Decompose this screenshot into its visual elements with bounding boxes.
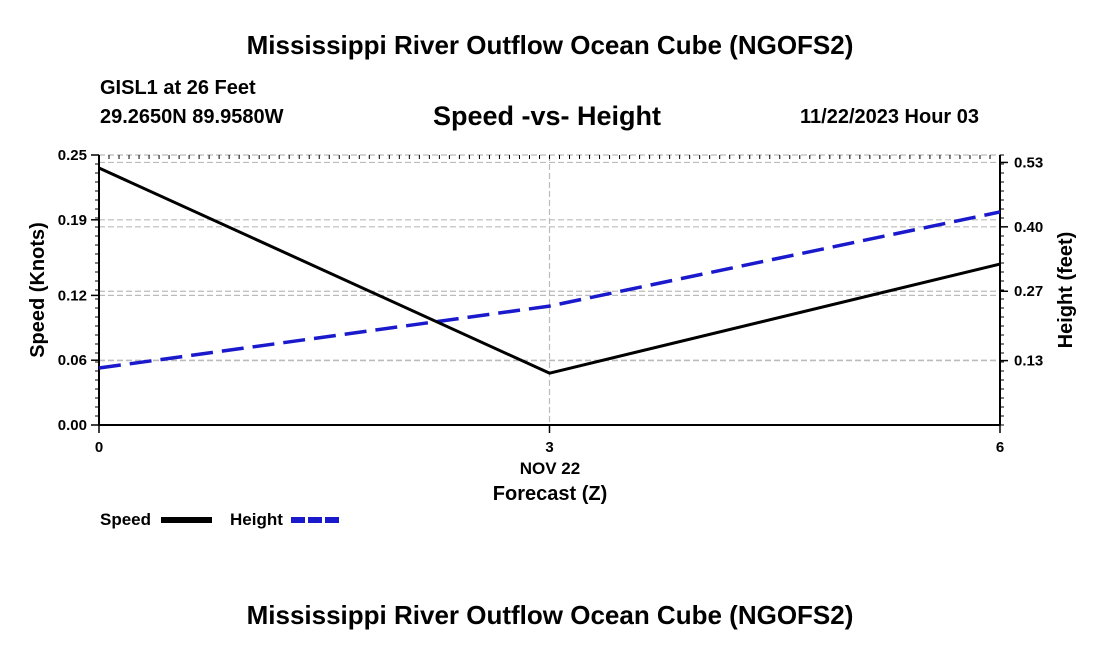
station-label: GISL1 at 26 Feet: [100, 77, 256, 99]
axes: [98, 155, 1001, 426]
y-axis-label-right: Height (feet): [1055, 232, 1077, 349]
y-tick-label-right: 0.13: [1014, 353, 1043, 370]
y-tick-label-left: 0.19: [58, 212, 87, 229]
height-series-line: [98, 210, 1001, 370]
y-tick-label-right: 0.53: [1014, 154, 1043, 171]
y-tick-label-right: 0.27: [1014, 283, 1043, 300]
datetime-label: 11/22/2023 Hour 03: [800, 106, 980, 128]
legend-label-speed: Speed: [100, 510, 151, 529]
x-tick-label: 3: [545, 439, 553, 456]
series: [98, 166, 1001, 375]
x-axis-label: Forecast (Z): [493, 483, 607, 505]
x-date-label: NOV 22: [520, 459, 580, 478]
chart-title: Speed -vs- Height: [433, 101, 662, 131]
y-tick-label-left: 0.12: [58, 287, 87, 304]
main-title: Mississippi River Outflow Ocean Cube (NG…: [246, 30, 854, 60]
y-axis-label-left: Speed (Knots): [27, 222, 49, 358]
x-tick-label: 6: [996, 439, 1004, 456]
legend: Speed Height: [100, 510, 342, 529]
y-tick-label-left: 0.06: [58, 352, 87, 369]
y-tick-label-left: 0.00: [58, 417, 87, 434]
speed-series-line: [98, 166, 1001, 375]
x-tick-label: 0: [95, 439, 103, 456]
y-tick-label-left: 0.25: [58, 147, 87, 164]
footer-title: Mississippi River Outflow Ocean Cube (NG…: [246, 600, 854, 630]
legend-label-height: Height: [230, 510, 283, 529]
y-tick-label-right: 0.40: [1014, 219, 1043, 236]
coordinates-label: 29.2650N 89.9580W: [100, 106, 284, 128]
tick-labels: 0.00 0.06 0.12 0.19 0.25 0.13 0.27 0.40 0.53 0 3 6: [58, 147, 1043, 456]
